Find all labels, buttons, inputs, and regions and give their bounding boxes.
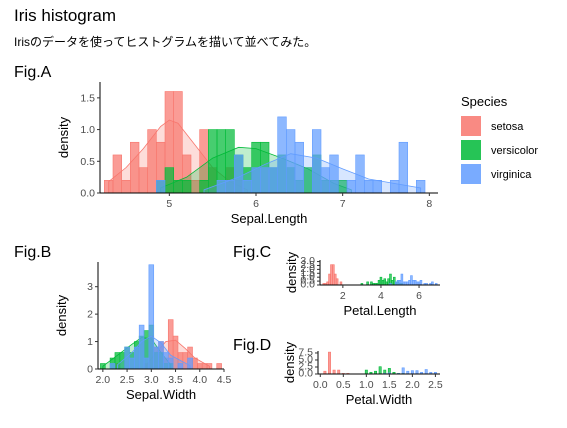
y-tick-label-a-1: 0.5 — [80, 156, 95, 168]
x-tick-label-a-3: 8 — [426, 198, 432, 210]
x-tick-label-b-2: 3.0 — [144, 374, 159, 386]
legend: Species setosa versicolor virginica — [461, 94, 538, 184]
y-tick-label-b-3: 3 — [87, 281, 93, 293]
y-tick-label-a-2: 1.0 — [80, 124, 95, 136]
bar-d-virginica-8 — [424, 369, 428, 375]
y-tick-label-c-2: 1.0 — [300, 271, 315, 283]
y-tick-label-a-0: 0.0 — [80, 188, 95, 200]
x-tick-label-c-2: 6 — [416, 290, 422, 302]
y-tick-label-b-0: 0 — [87, 364, 93, 376]
bar-c-virginica-14 — [419, 280, 423, 286]
fig-c-panel: 2 4 6 0.00.51.01.52.02.53.0 Petal.Length dens… — [284, 251, 440, 318]
y-tick-label-c-3: 1.5 — [300, 267, 315, 279]
legend-title: Species — [461, 94, 508, 109]
legend-swatch-versicolor — [461, 140, 481, 160]
y-tick-label-a-3: 1.5 — [80, 92, 95, 104]
y-tick-label-c-0: 0.0 — [300, 279, 315, 291]
y-tick-label-d-0: 0.0 — [298, 368, 313, 380]
legend-swatch-virginica — [461, 164, 481, 184]
bar-d-virginica-5 — [410, 370, 414, 375]
bar-d-virginica-3 — [401, 367, 405, 375]
x-axis-label-c: Petal.Length — [343, 303, 416, 318]
bar-d-setosa-3 — [337, 369, 341, 375]
x-tick-label-c-0: 2 — [340, 290, 346, 302]
y-tick-label-b-2: 2 — [87, 309, 93, 321]
x-tick-label-a-2: 7 — [340, 198, 346, 210]
legend-label-versicolor: versicolor — [491, 145, 538, 157]
density-b-virginica — [116, 335, 191, 370]
x-tick-label-a-1: 6 — [253, 198, 259, 210]
x-tick-label-d-3: 1.5 — [382, 379, 397, 391]
x-tick-label-b-0: 2.0 — [96, 374, 111, 386]
y-axis-label-c: density — [284, 251, 299, 293]
y-axis-label-b: density — [54, 294, 69, 336]
y-tick-label-b-1: 1 — [87, 336, 93, 348]
x-tick-label-d-1: 0.5 — [336, 379, 351, 391]
x-tick-label-d-4: 2.0 — [405, 379, 420, 391]
legend-label-setosa: setosa — [491, 121, 524, 133]
x-tick-label-d-2: 1.0 — [359, 379, 374, 391]
fig-a-label: Fig.A — [14, 64, 52, 81]
fig-d-label: Fig.D — [233, 337, 272, 354]
y-axis-label-d: density — [282, 341, 297, 383]
x-tick-label-b-5: 4.5 — [217, 374, 232, 386]
bar-d-setosa-2 — [332, 369, 336, 375]
bar-c-setosa-7 — [335, 278, 339, 286]
y-tick-label-d-1: 2.5 — [298, 360, 313, 372]
bar-a-virginica-0 — [156, 180, 166, 194]
x-tick-label-b-4: 4.0 — [192, 374, 207, 386]
y-tick-label-d-3: 7.5 — [298, 346, 313, 358]
fig-d-panel: 0.0 0.5 1.0 1.5 2.0 2.50.02.55.07.5Petal.Widt… — [282, 341, 443, 407]
fig-b-label: Fig.B — [14, 244, 52, 261]
y-tick-label-c-6: 3.0 — [300, 255, 315, 267]
y-tick-label-c-4: 2.0 — [300, 263, 315, 275]
x-axis-label-d: Petal.Width — [346, 392, 412, 407]
bar-d-virginica-6 — [415, 370, 419, 375]
x-axis-label-b: Sepal.Width — [126, 387, 196, 402]
bar-d-setosa-1 — [328, 351, 331, 375]
fig-c-label: Fig.C — [233, 244, 272, 261]
legend-label-virginica: virginica — [491, 169, 532, 181]
legend-swatch-setosa — [461, 116, 481, 136]
bar-b-virginica-0 — [109, 363, 116, 370]
fig-a-panel: 5 6 7 8 0.0 0.5 1.0 1.5 Sepal.Length density — [56, 82, 438, 226]
x-axis-label-a: Sepal.Length — [231, 211, 308, 226]
y-tick-label-c-5: 2.5 — [300, 259, 315, 271]
page-title: Iris histogram — [14, 6, 117, 25]
x-tick-label-d-5: 2.5 — [428, 379, 443, 391]
x-tick-label-a-0: 5 — [166, 198, 172, 210]
y-axis-label-a: density — [56, 116, 71, 158]
bar-d-versicolor-0 — [364, 369, 368, 375]
page-subtitle: Irisのデータを使ってヒストグラムを描いて並べてみた。 — [14, 35, 317, 49]
x-tick-label-b-1: 2.5 — [120, 374, 135, 386]
x-tick-label-c-1: 4 — [378, 290, 384, 302]
fig-b-panel: 2.0 2.5 3.0 3.5 4.0 4.5 0 1 2 3 Sepal.Width density — [54, 262, 231, 402]
x-tick-label-b-3: 3.5 — [168, 374, 183, 386]
density-a-virginica — [203, 153, 422, 194]
y-tick-label-c-1: 0.5 — [300, 275, 315, 287]
bar-b-setosa-15 — [216, 363, 222, 370]
y-tick-label-d-2: 5.0 — [298, 353, 313, 365]
bar-d-versicolor-3 — [378, 366, 382, 375]
x-tick-label-d-0: 0.0 — [313, 379, 328, 391]
